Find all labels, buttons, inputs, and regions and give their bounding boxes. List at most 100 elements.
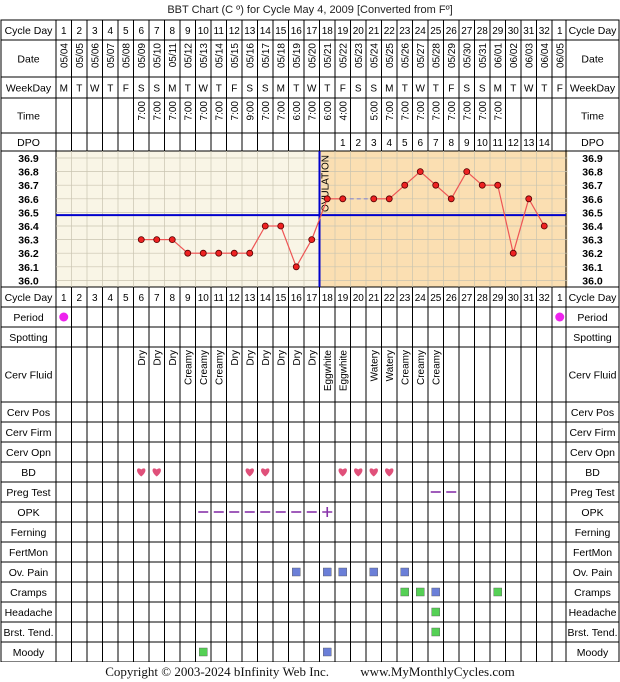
temp-point[interactable]: [447, 195, 455, 203]
date-cell: 05/04: [59, 43, 70, 68]
cycle-day-cell: 28: [477, 293, 489, 304]
date-cell: 05/17: [261, 43, 272, 68]
temp-point[interactable]: [261, 222, 269, 230]
dpo-cell: 11: [493, 138, 504, 149]
row-label-right-moody: Moody: [577, 647, 609, 659]
temp-point[interactable]: [230, 249, 238, 257]
temp-point[interactable]: [463, 168, 471, 176]
date-cell: 05/31: [478, 43, 489, 68]
temp-point[interactable]: [509, 249, 517, 257]
ov-pain-mark: [323, 567, 332, 577]
weekday-cell: W: [416, 84, 426, 95]
heart-icon: [385, 468, 394, 477]
time-cell: 7:00: [431, 101, 442, 121]
time-cell: 7:00: [478, 101, 489, 121]
date-cell: 05/18: [276, 43, 287, 68]
time-cell: 7:00: [462, 101, 473, 121]
temp-point[interactable]: [153, 236, 161, 244]
row-label-left-spotting: Spotting: [9, 332, 48, 344]
cycle-day-cell: 15: [275, 26, 287, 37]
temp-segment: [311, 198, 328, 240]
dpo-cell: 3: [371, 138, 377, 149]
site-link[interactable]: www.MyMonthlyCycles.com: [360, 664, 515, 679]
cycle-day-cell: 4: [107, 293, 113, 304]
date-cell: 05/10: [152, 43, 163, 68]
temp-point[interactable]: [370, 195, 378, 203]
temp-point[interactable]: [540, 222, 548, 230]
row-label-right-spotting: Spotting: [573, 332, 612, 344]
temp-point[interactable]: [137, 236, 145, 244]
row-label-left-ov_pain: Ov. Pain: [9, 567, 49, 579]
date-cell: 05/28: [431, 43, 442, 68]
temp-point[interactable]: [478, 181, 486, 189]
y-tick-left: 36.3: [18, 235, 39, 247]
cycle-day-cell: 25: [430, 293, 442, 304]
cerv-fluid-cell: Dry: [245, 350, 256, 366]
row-label-right-ov_pain: Ov. Pain: [573, 567, 613, 579]
cycle-day-cell: 3: [92, 26, 98, 37]
cycle-day-cell: 16: [291, 293, 303, 304]
temp-point[interactable]: [323, 195, 331, 203]
cerv-fluid-cell: Creamy: [431, 350, 442, 385]
temp-point[interactable]: [339, 195, 347, 203]
weekday-cell: S: [246, 84, 253, 95]
time-cell: 7:00: [214, 101, 225, 121]
temp-point[interactable]: [277, 222, 285, 230]
cerv-fluid-cell: Dry: [152, 350, 163, 366]
cerv-fluid-cell: Eggwhite: [323, 350, 334, 392]
cycle-day-cell: 2: [76, 26, 82, 37]
temp-point[interactable]: [416, 168, 424, 176]
temp-point[interactable]: [215, 249, 223, 257]
ovulation-label: OVULATION: [321, 155, 332, 212]
weekday-cell: T: [107, 84, 113, 95]
temp-point[interactable]: [246, 249, 254, 257]
row-label-left-cerv_firm: Cerv Firm: [5, 427, 51, 439]
row-label-left-moody: Moody: [13, 647, 45, 659]
cycle-day-cell: 1: [61, 293, 67, 304]
time-cell: 7:00: [447, 101, 458, 121]
row-label-left-preg_test: Preg Test: [6, 487, 50, 499]
row-label-right-cerv_opn: Cerv Opn: [570, 447, 615, 459]
cycle-day-cell: 13: [244, 293, 256, 304]
cycle-day-cell: 8: [169, 293, 175, 304]
row-label-right-cerv_fluid: Cerv Fluid: [569, 370, 617, 382]
temp-segment: [171, 239, 189, 254]
dpo-cell: 14: [539, 138, 551, 149]
temp-point[interactable]: [385, 195, 393, 203]
temp-point[interactable]: [168, 236, 176, 244]
time-cell: 5:00: [369, 101, 380, 121]
temp-point[interactable]: [494, 181, 502, 189]
y-tick-right: 36.2: [582, 248, 603, 260]
temp-point[interactable]: [184, 249, 192, 257]
cycle-day-cell: 10: [198, 26, 210, 37]
weekday-cell: M: [385, 84, 393, 95]
cerv-fluid-cell: Eggwhite: [338, 350, 349, 392]
row-label-right-preg_test: Preg Test: [570, 487, 614, 499]
row-label-right-period: Period: [577, 312, 608, 324]
dpo-cell: 2: [355, 138, 361, 149]
ov-pain-mark: [369, 567, 378, 577]
time-cell: 7:00: [199, 101, 210, 121]
dpo-cell: 6: [417, 138, 423, 149]
temp-point[interactable]: [432, 181, 440, 189]
cycle-day-cell: 4: [107, 26, 113, 37]
row-label-right-brst_tend: Brst. Tend.: [568, 627, 618, 639]
cycle-day-cell: 19: [337, 293, 349, 304]
temp-point[interactable]: [308, 236, 316, 244]
heart-icon: [137, 468, 146, 477]
dpo-cell: 8: [448, 138, 454, 149]
heart-icon: [354, 468, 363, 477]
dpo-cell: 4: [386, 138, 392, 149]
temp-point[interactable]: [199, 249, 207, 257]
weekday-cell: M: [168, 84, 176, 95]
temp-point[interactable]: [401, 181, 409, 189]
y-tick-right: 36.8: [582, 167, 603, 179]
temp-segment: [419, 171, 437, 186]
cycle-day-cell: 11: [214, 26, 225, 37]
temp-point[interactable]: [292, 263, 300, 271]
weekday-cell: S: [355, 84, 362, 95]
weekday-cell: F: [448, 84, 454, 95]
cycle-day-cell: 12: [229, 293, 241, 304]
date-cell: 05/26: [400, 43, 411, 68]
temp-point[interactable]: [525, 195, 533, 203]
